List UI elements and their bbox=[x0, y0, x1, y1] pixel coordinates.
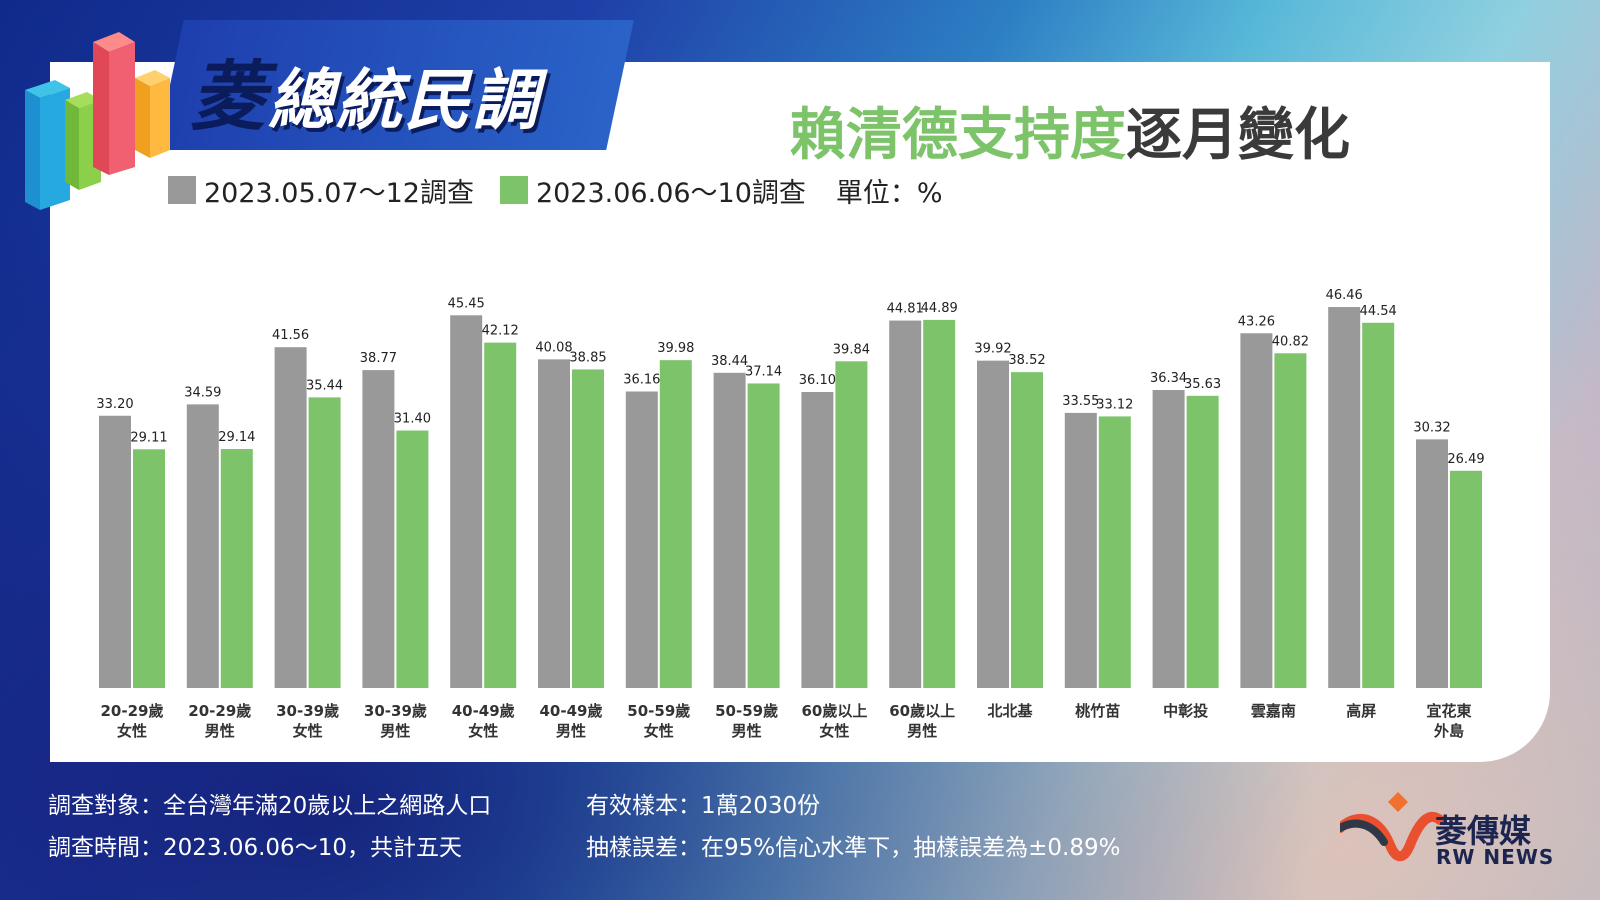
data-label-series-2-6: 39.98 bbox=[657, 341, 694, 356]
bar-series-2-4 bbox=[484, 343, 516, 688]
data-label-series-1-7: 38.44 bbox=[711, 354, 748, 369]
data-label-series-2-5: 38.85 bbox=[569, 350, 606, 365]
bar-series-2-2 bbox=[309, 397, 341, 688]
data-label-series-2-15: 26.49 bbox=[1447, 452, 1484, 467]
category-label-5-line-0: 40-49歲 bbox=[540, 702, 603, 720]
data-label-series-1-5: 40.08 bbox=[535, 340, 572, 355]
bar-series-2-8 bbox=[835, 361, 867, 688]
bar-series-2-3 bbox=[396, 431, 428, 688]
bar-series-2-7 bbox=[748, 383, 780, 688]
category-label-4-line-1: 女性 bbox=[468, 722, 498, 740]
data-label-series-1-13: 43.26 bbox=[1238, 314, 1275, 329]
bar-series-2-9 bbox=[923, 320, 955, 688]
brand-name-en: RW NEWS bbox=[1436, 845, 1554, 869]
data-label-series-1-9: 44.81 bbox=[887, 302, 924, 317]
category-label-1-line-1: 男性 bbox=[205, 722, 235, 740]
data-label-series-2-12: 35.63 bbox=[1184, 377, 1221, 392]
footer-period: 調查時間：2023.06.06～10，共計五天 bbox=[48, 828, 462, 862]
footer-target: 調查對象：全台灣年滿20歲以上之網路人口 bbox=[48, 786, 491, 820]
category-label-15-line-1: 外島 bbox=[1433, 722, 1464, 740]
bar-series-1-8 bbox=[801, 392, 833, 688]
data-label-series-1-15: 30.32 bbox=[1413, 420, 1450, 435]
data-label-series-2-2: 35.44 bbox=[306, 378, 343, 393]
category-label-5-line-1: 男性 bbox=[556, 722, 586, 740]
data-label-series-2-0: 29.11 bbox=[130, 430, 167, 445]
data-label-series-1-6: 36.16 bbox=[623, 372, 660, 387]
category-label-15-line-0: 宜花東 bbox=[1426, 702, 1471, 720]
bar-series-1-11 bbox=[1065, 413, 1097, 688]
bar-series-1-1 bbox=[187, 404, 219, 688]
category-label-13-line-0: 雲嘉南 bbox=[1251, 702, 1296, 720]
bar-series-2-6 bbox=[660, 360, 692, 688]
data-label-series-2-9: 44.89 bbox=[921, 301, 958, 316]
data-label-series-1-3: 38.77 bbox=[360, 351, 397, 366]
category-label-11-line-0: 桃竹苗 bbox=[1075, 702, 1120, 720]
bar-series-1-15 bbox=[1416, 439, 1448, 688]
category-label-2-line-1: 女性 bbox=[293, 722, 323, 740]
category-label-6-line-0: 50-59歲 bbox=[627, 702, 690, 720]
category-label-9-line-0: 60歲以上 bbox=[889, 702, 955, 720]
category-label-8-line-1: 女性 bbox=[819, 722, 849, 740]
category-label-7-line-1: 男性 bbox=[732, 722, 762, 740]
data-label-series-1-8: 36.10 bbox=[799, 373, 836, 388]
category-label-6-line-1: 女性 bbox=[644, 722, 674, 740]
bar-series-1-10 bbox=[977, 361, 1009, 688]
data-label-series-1-11: 33.55 bbox=[1062, 394, 1099, 409]
bar-series-1-4 bbox=[450, 315, 482, 688]
bar-series-2-5 bbox=[572, 369, 604, 688]
bar-series-1-2 bbox=[275, 347, 307, 688]
bar-series-2-10 bbox=[1011, 372, 1043, 688]
category-label-2-line-0: 30-39歲 bbox=[276, 702, 339, 720]
bar-series-1-5 bbox=[538, 359, 570, 688]
bar-series-2-13 bbox=[1274, 353, 1306, 688]
category-label-0-line-1: 女性 bbox=[117, 722, 147, 740]
category-label-7-line-0: 50-59歲 bbox=[715, 702, 778, 720]
bar-series-1-9 bbox=[889, 321, 921, 688]
category-label-1-line-0: 20-29歲 bbox=[188, 702, 251, 720]
data-label-series-1-12: 36.34 bbox=[1150, 371, 1187, 386]
bar-series-2-12 bbox=[1187, 396, 1219, 688]
category-label-4-line-0: 40-49歲 bbox=[452, 702, 515, 720]
footer-sample: 有效樣本：1萬2030份 bbox=[586, 786, 820, 820]
data-label-series-2-1: 29.14 bbox=[218, 430, 255, 445]
data-label-series-2-11: 33.12 bbox=[1096, 397, 1133, 412]
category-label-0-line-0: 20-29歲 bbox=[101, 702, 164, 720]
data-label-series-1-2: 41.56 bbox=[272, 328, 309, 343]
bar-series-1-6 bbox=[626, 391, 658, 688]
footer-error: 抽樣誤差：在95%信心水準下，抽樣誤差為±0.89% bbox=[586, 828, 1120, 862]
category-label-3-line-1: 男性 bbox=[380, 722, 410, 740]
category-label-9-line-1: 男性 bbox=[907, 722, 937, 740]
bar-chart: 33.2029.1120-29歲女性34.5929.1420-29歲男性41.5… bbox=[0, 0, 1600, 900]
bar-series-2-11 bbox=[1099, 416, 1131, 688]
data-label-series-2-10: 38.52 bbox=[1008, 353, 1045, 368]
category-label-8-line-0: 60歲以上 bbox=[801, 702, 867, 720]
data-label-series-2-7: 37.14 bbox=[745, 364, 782, 379]
data-label-series-2-4: 42.12 bbox=[482, 324, 519, 339]
data-label-series-1-1: 34.59 bbox=[184, 385, 221, 400]
category-label-10-line-0: 北北基 bbox=[987, 702, 1033, 720]
data-label-series-2-13: 40.82 bbox=[1272, 334, 1309, 349]
category-label-3-line-0: 30-39歲 bbox=[364, 702, 427, 720]
data-label-series-2-14: 44.54 bbox=[1360, 304, 1397, 319]
data-label-series-1-14: 46.46 bbox=[1326, 288, 1363, 303]
category-label-14-line-0: 高屏 bbox=[1346, 702, 1376, 720]
data-label-series-1-0: 33.20 bbox=[96, 397, 133, 412]
bar-series-1-13 bbox=[1240, 333, 1272, 688]
data-label-series-1-10: 39.92 bbox=[974, 342, 1011, 357]
bar-series-2-0 bbox=[133, 449, 165, 688]
bar-series-2-15 bbox=[1450, 471, 1482, 688]
bar-series-2-14 bbox=[1362, 323, 1394, 688]
bar-series-1-7 bbox=[714, 373, 746, 688]
category-label-12-line-0: 中彰投 bbox=[1163, 702, 1208, 720]
bar-series-1-14 bbox=[1328, 307, 1360, 688]
bar-series-1-0 bbox=[99, 416, 131, 688]
data-label-series-2-3: 31.40 bbox=[394, 412, 431, 427]
bar-series-1-12 bbox=[1153, 390, 1185, 688]
bar-series-2-1 bbox=[221, 449, 253, 688]
data-label-series-1-4: 45.45 bbox=[448, 296, 485, 311]
data-label-series-2-8: 39.84 bbox=[833, 342, 870, 357]
bar-series-1-3 bbox=[362, 370, 394, 688]
